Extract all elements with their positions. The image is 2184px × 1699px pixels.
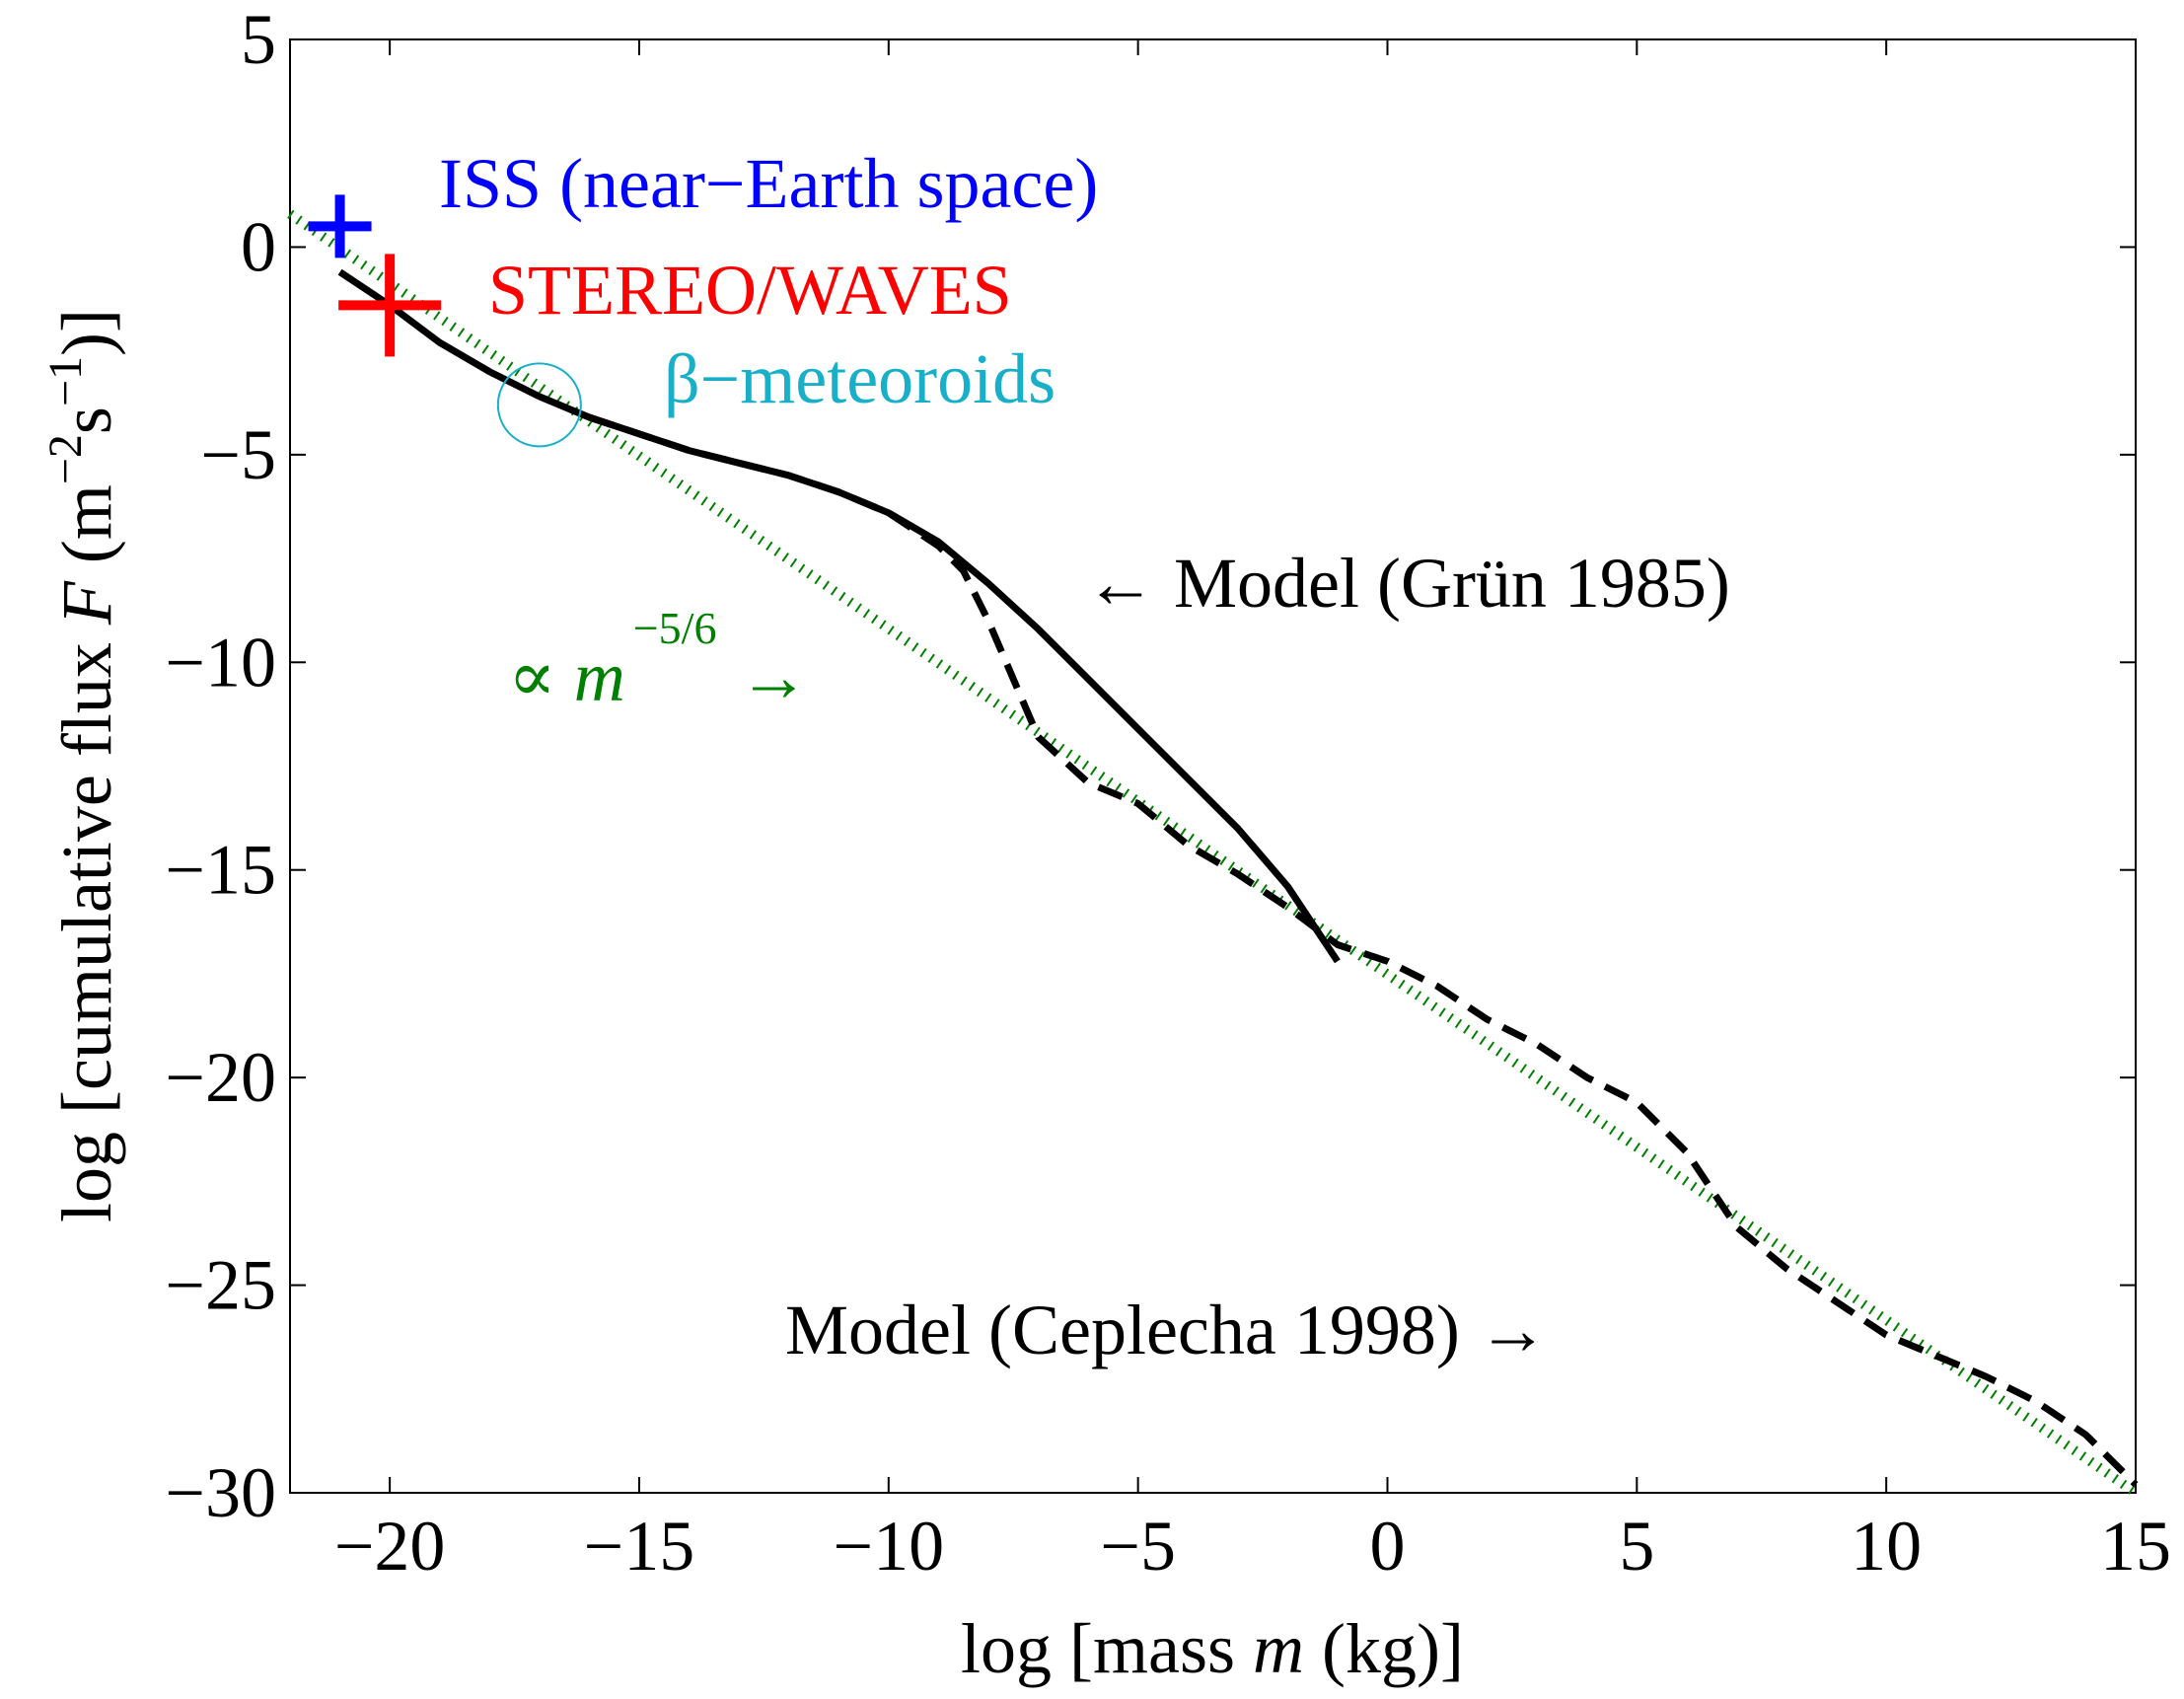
x-axis-label-var: m xyxy=(1253,1609,1304,1688)
y-axis-label-pre: log [cumulative flux xyxy=(47,625,126,1222)
y-tick-label: −15 xyxy=(165,831,276,910)
y-tick-label: 0 xyxy=(241,207,276,286)
x-tick-label: 15 xyxy=(2100,1507,2171,1586)
tick-labels: −20 −15 −10 −5 0 5 10 15 5 0 −5 −10 −15 −20 −25 −30 xyxy=(165,0,2171,1586)
y-tick-label: 5 xyxy=(241,0,276,79)
x-tick-label: −20 xyxy=(334,1507,446,1586)
x-tick-label: 10 xyxy=(1851,1507,1922,1586)
grun-model-label: ← Model (Grün 1985) xyxy=(1085,544,1730,623)
y-axis-label-sup1: −2 xyxy=(39,434,92,484)
axis-ticks xyxy=(290,38,2137,1494)
x-axis-label-post: (kg)] xyxy=(1304,1609,1464,1688)
y-axis-label-sup2: −1 xyxy=(39,356,92,406)
beta-label: β−meteoroids xyxy=(664,339,1056,418)
power-law-exponent: −5/6 xyxy=(633,603,717,653)
x-axis-label: log [mass m (kg)] xyxy=(961,1609,1464,1688)
plot-frame xyxy=(289,38,2137,1494)
y-tick-label: −10 xyxy=(165,623,276,702)
ceplecha-model-label: Model (Ceplecha 1998) → xyxy=(785,1291,1549,1369)
y-tick-label: −25 xyxy=(165,1246,276,1325)
x-tick-label: −10 xyxy=(834,1507,945,1586)
y-tick-label: −5 xyxy=(200,415,276,494)
y-tick-label: −30 xyxy=(165,1453,276,1532)
x-axis-label-pre: log [mass xyxy=(961,1609,1253,1688)
points-layer xyxy=(308,194,582,448)
x-tick-label: −5 xyxy=(1100,1507,1176,1586)
power-law-var: m xyxy=(574,637,625,716)
y-axis-label-var: F xyxy=(47,580,126,626)
y-axis-label-mid2: s xyxy=(47,406,126,434)
x-tick-label: 5 xyxy=(1619,1507,1654,1586)
power-law-label: ∝ m−5/6 → xyxy=(508,603,809,716)
y-axis-label: log [cumulative flux F (m−2s−1)] xyxy=(39,309,126,1222)
x-tick-label: 0 xyxy=(1369,1507,1405,1586)
y-axis-label-mid: (m xyxy=(47,484,126,581)
power-law-arrow: → xyxy=(738,637,809,716)
x-tick-label: −15 xyxy=(584,1507,695,1586)
power-law-prefix: ∝ xyxy=(508,637,574,716)
y-tick-label: −20 xyxy=(165,1038,276,1117)
y-axis-label-post: )] xyxy=(47,309,126,356)
beta-meteoroids-marker xyxy=(496,362,582,448)
stereo-label: STEREO/WAVES xyxy=(488,251,1012,330)
iss-label: ISS (near−Earth space) xyxy=(439,144,1098,223)
